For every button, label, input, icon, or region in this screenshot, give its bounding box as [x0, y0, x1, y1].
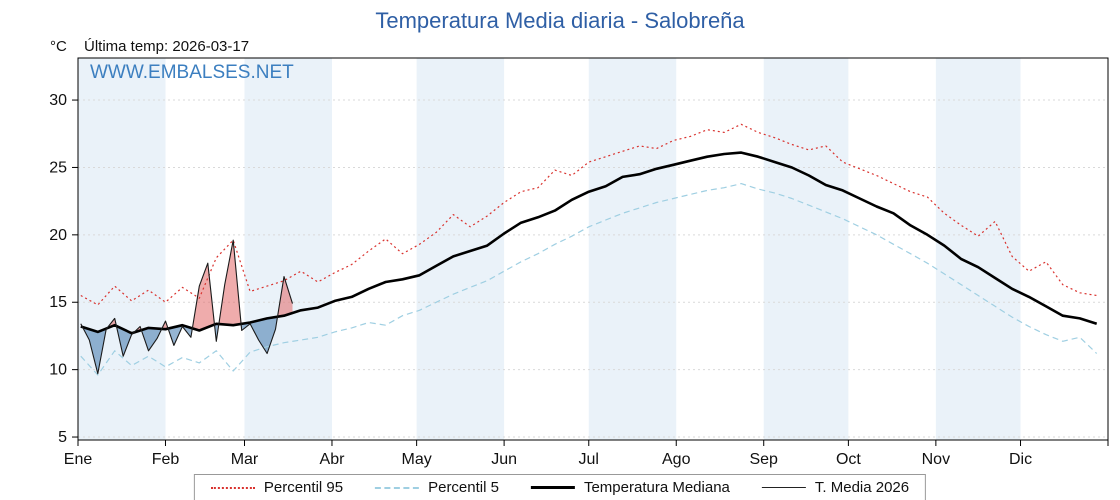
month-band: [416, 58, 505, 440]
t-media-2026-line-icon: [761, 487, 806, 488]
x-tick-label: Jun: [491, 451, 517, 468]
x-tick-label: Feb: [152, 451, 180, 468]
y-tick-label: 30: [49, 92, 67, 109]
y-tick-label: 15: [49, 294, 67, 311]
watermark: WWW.EMBALSES.NET: [90, 62, 294, 83]
x-tick-label: Sep: [749, 451, 778, 468]
legend-item-mediana: Temperatura Mediana: [530, 479, 730, 496]
legend-label-t-media-2026: T. Media 2026: [814, 479, 910, 496]
month-band: [588, 58, 677, 440]
percentil-5-line-icon: [375, 486, 420, 489]
legend-label-percentil-95: Percentil 95: [263, 479, 344, 496]
percentil-95-line-icon: [210, 486, 255, 489]
fill-below-median: [80, 313, 293, 374]
legend-label-percentil-5: Percentil 5: [428, 479, 499, 496]
y-tick-label: 5: [58, 429, 67, 446]
mediana-line-icon: [530, 486, 575, 489]
y-axis-unit-label: °C: [50, 38, 67, 55]
x-tick-label: Nov: [922, 451, 950, 468]
plot-frame: [77, 57, 1109, 441]
chart-title: Temperatura Media diaria - Salobreña: [375, 8, 745, 33]
legend: Percentil 95 Percentil 5 Temperatura Med…: [193, 474, 927, 500]
x-tick-label: May: [402, 451, 432, 468]
y-tick-label: 20: [49, 227, 67, 244]
series-line-t-media-2026: [80, 239, 294, 375]
temperature-chart: 5 10 15 20 25 30 Ene Feb Mar Abr May Jun Jul Ago Sep Oc…: [49, 57, 1109, 468]
month-band: [78, 58, 166, 440]
x-tick-label: Ago: [662, 451, 691, 468]
legend-item-percentil-5: Percentil 5: [375, 479, 499, 496]
x-tick-label: Oct: [836, 451, 861, 468]
month-band: [244, 58, 332, 440]
last-temp-label: Última temp: 2026-03-17: [84, 38, 250, 55]
series-line-percentil-5: [80, 183, 1098, 376]
legend-label-mediana: Temperatura Mediana: [583, 479, 730, 496]
x-tick-label: Dic: [1009, 451, 1032, 468]
series-line-temperatura-mediana: [80, 151, 1098, 335]
y-tick-label: 25: [49, 159, 67, 176]
x-tick-label: Jul: [579, 451, 599, 468]
x-tick-label: Abr: [320, 451, 346, 468]
month-band: [763, 58, 849, 440]
series-line-percentil-95: [80, 123, 1097, 306]
x-tick-label: Mar: [231, 451, 259, 468]
legend-item-percentil-95: Percentil 95: [210, 479, 344, 496]
y-tick-label: 10: [49, 362, 67, 379]
legend-item-t-media-2026: T. Media 2026: [761, 479, 910, 496]
x-tick-label: Ene: [64, 451, 93, 468]
